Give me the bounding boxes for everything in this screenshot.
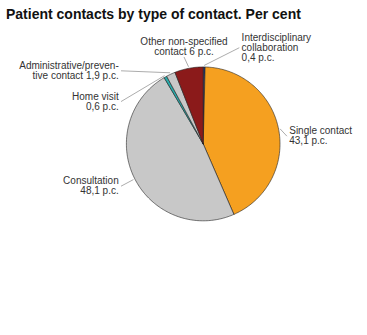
html-text:Patient contacts by type of co: Patient contacts by type of contact. Per… (6, 6, 301, 22)
svg-text:Administrative/preven-tive con: Administrative/preven-tive contact 1,9 p… (19, 60, 118, 81)
svg-text:Home visit0,6 p.c.: Home visit0,6 p.c. (72, 91, 119, 112)
svg-text:Consultation48,1 p.c.: Consultation48,1 p.c. (63, 175, 119, 196)
svg-text:Interdisciplinarycollaboration: Interdisciplinarycollaboration0,4 p.c. (242, 32, 311, 63)
svg-text:Single contact43,1 p.c.: Single contact43,1 p.c. (289, 125, 352, 146)
svg-text:Other non-specifiedcontact 6 p: Other non-specifiedcontact 6 p.c. (140, 36, 227, 57)
